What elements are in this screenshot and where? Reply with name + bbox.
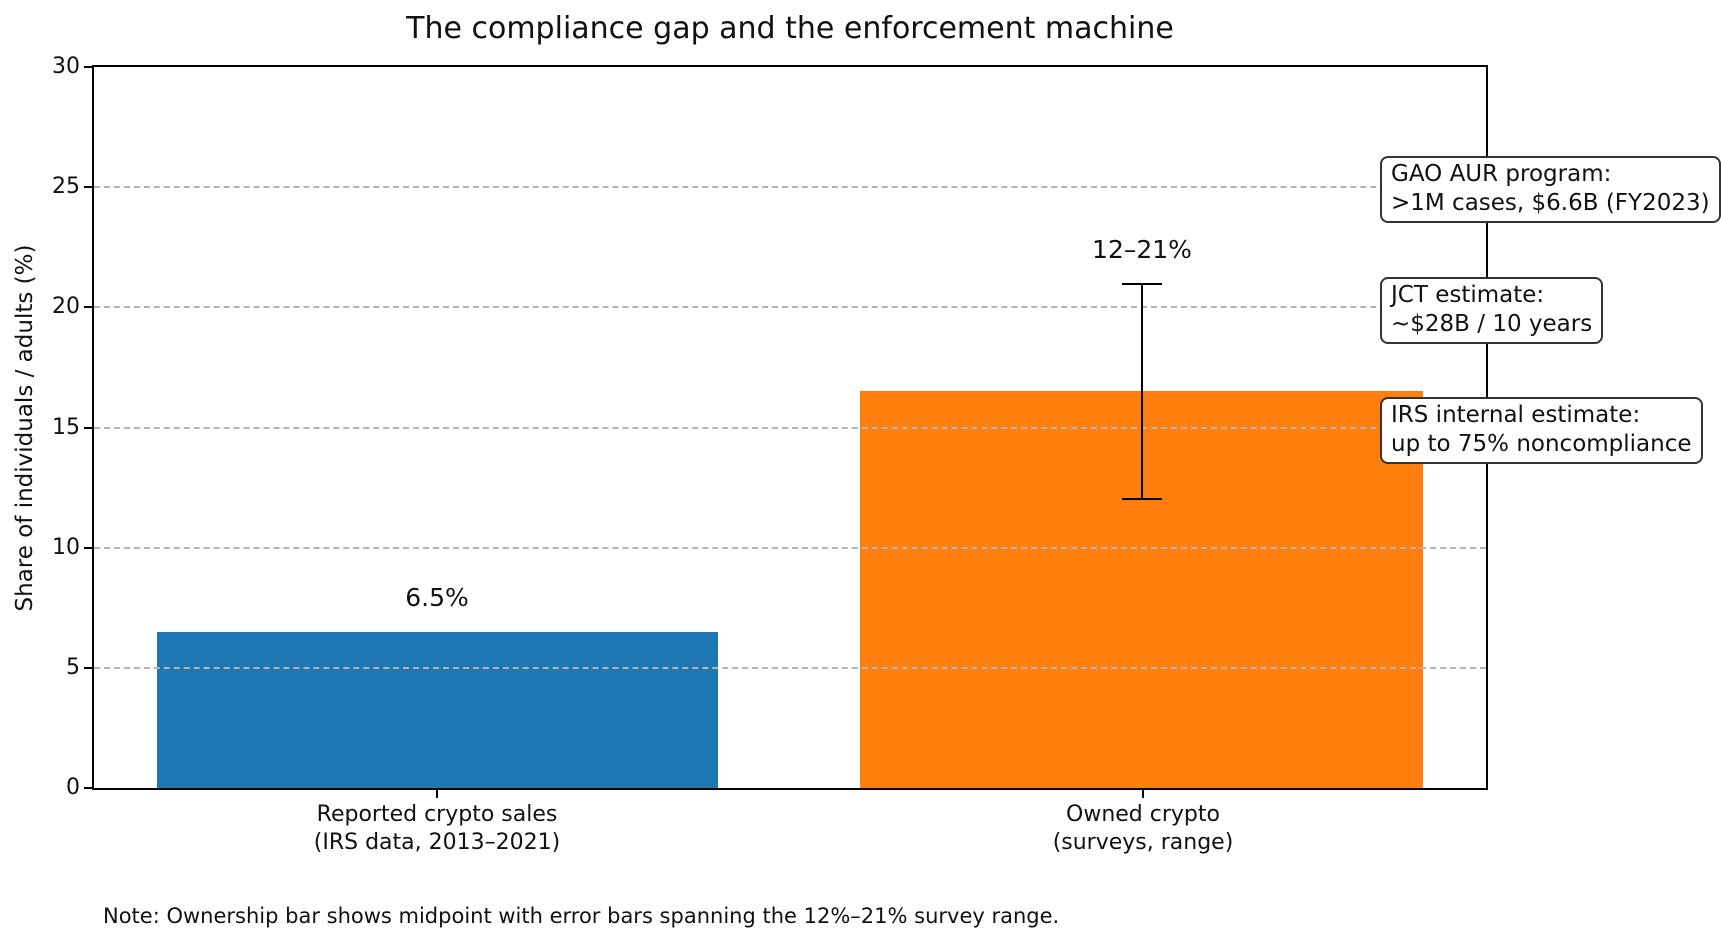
annotation-line: ~$28B / 10 years	[1391, 311, 1593, 337]
bar-value-label-owned: 12–21%	[1092, 235, 1192, 264]
x-tick-label-line: Reported crypto sales	[316, 802, 558, 827]
annotation-line: up to 75% noncompliance	[1391, 431, 1692, 457]
y-tick-mark	[84, 186, 92, 188]
x-tick-label-line: Owned crypto	[1066, 802, 1220, 827]
x-tick-mark	[1142, 790, 1144, 798]
gridline-20	[94, 306, 1486, 308]
x-tick-label-reported: Reported crypto sales (IRS data, 2013–20…	[217, 801, 657, 857]
x-tick-mark	[436, 790, 438, 798]
bar-reported-crypto-sales	[157, 632, 718, 788]
y-tick-label-5: 5	[66, 655, 80, 680]
annotation-line: GAO AUR program:	[1391, 161, 1612, 187]
annotation-irs-internal: IRS internal estimate: up to 75% noncomp…	[1380, 397, 1703, 464]
y-tick-mark	[84, 427, 92, 429]
gridline-25	[94, 186, 1486, 188]
chart-title: The compliance gap and the enforcement m…	[406, 11, 1174, 46]
annotation-line: >1M cases, $6.6B (FY2023)	[1391, 190, 1710, 216]
y-tick-label-20: 20	[52, 294, 80, 319]
error-bar-cap-bottom	[1122, 498, 1162, 500]
gridline-15	[94, 427, 1486, 429]
y-tick-mark	[84, 66, 92, 68]
y-tick-label-15: 15	[52, 415, 80, 440]
y-tick-mark	[84, 306, 92, 308]
gridline-10	[94, 547, 1486, 549]
footnote: Note: Ownership bar shows midpoint with …	[103, 904, 1060, 928]
error-bar-line	[1141, 283, 1143, 500]
y-tick-label-25: 25	[52, 174, 80, 199]
annotation-line: JCT estimate:	[1391, 282, 1545, 308]
y-tick-mark	[84, 667, 92, 669]
error-bar-cap-top	[1122, 283, 1162, 285]
gridline-5	[94, 667, 1486, 669]
y-tick-mark	[84, 547, 92, 549]
y-tick-mark	[84, 787, 92, 789]
x-tick-label-owned: Owned crypto (surveys, range)	[923, 801, 1363, 857]
annotation-line: IRS internal estimate:	[1391, 402, 1641, 428]
x-tick-label-line: (IRS data, 2013–2021)	[313, 830, 561, 855]
annotation-jct-estimate: JCT estimate: ~$28B / 10 years	[1380, 277, 1604, 344]
y-tick-label-0: 0	[66, 775, 80, 800]
y-tick-label-10: 10	[52, 535, 80, 560]
y-tick-label-30: 30	[52, 54, 80, 79]
x-tick-label-line: (surveys, range)	[1052, 830, 1234, 855]
bar-value-label-reported: 6.5%	[405, 583, 469, 612]
plot-area	[92, 65, 1488, 790]
annotation-gao-aur: GAO AUR program: >1M cases, $6.6B (FY202…	[1380, 156, 1721, 223]
